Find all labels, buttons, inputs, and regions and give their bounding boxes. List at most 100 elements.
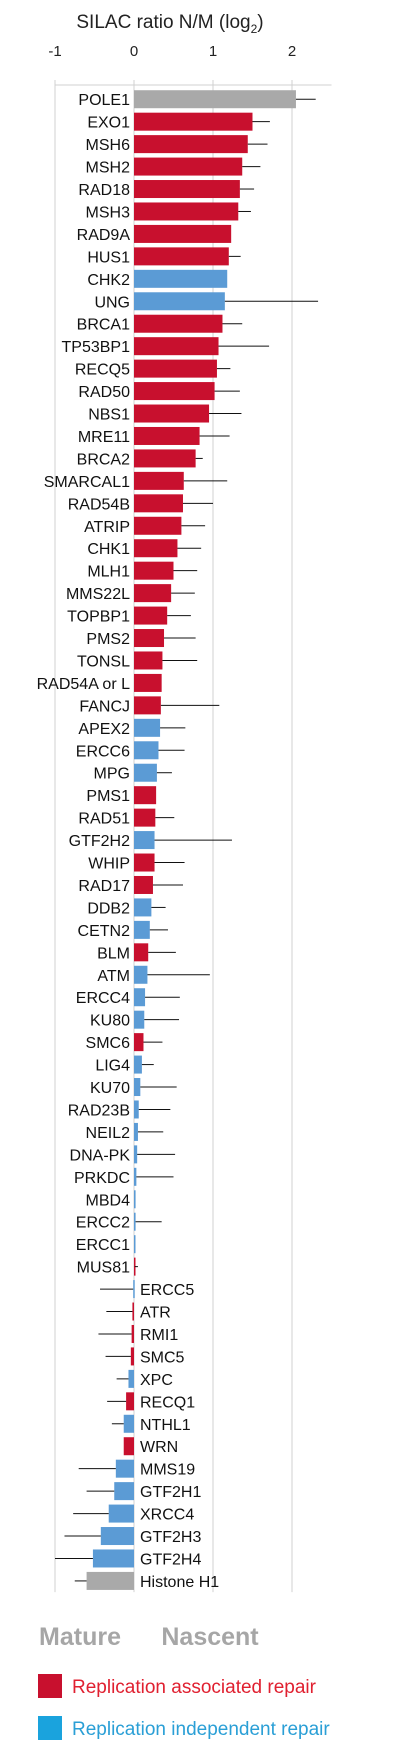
category-label: MPG [94,766,130,783]
error-bars [55,98,319,1582]
category-label: XRCC4 [140,1507,194,1524]
legend-label: Replication associated repair [72,1677,317,1698]
bar [134,337,219,356]
bar [134,561,174,580]
bar [134,314,223,333]
bar [134,404,210,423]
chart-title-subscript: 2 [251,22,258,36]
bar [134,539,178,558]
category-label: KU80 [90,1013,130,1030]
category-label: LIG4 [95,1058,130,1075]
category-label: BLM [97,945,130,962]
category-label: CHK1 [87,541,130,558]
category-label: ERCC6 [76,743,130,760]
category-label: WRN [140,1439,178,1456]
legend-swatch [38,1674,62,1698]
category-label: NBS1 [88,407,130,424]
bar [115,1459,134,1478]
bar [114,1482,134,1501]
category-label: FANCJ [79,698,130,715]
bar [134,898,152,917]
category-label: SMC5 [140,1349,185,1366]
bar [134,247,229,266]
chart-title-suffix: ) [257,12,263,33]
bar [134,1078,141,1097]
axis-label-nascent: Nascent [161,1623,259,1651]
category-label: UNG [94,294,130,311]
category-label: PMS1 [86,788,130,805]
category-label: MMS22L [66,586,130,603]
category-label: RAD54A or L [37,676,130,693]
bar [134,90,296,109]
bar [134,1235,136,1254]
bar [134,606,168,625]
chart-title: SILAC ratio N/M (log2) [76,12,263,36]
bar [134,988,146,1007]
category-label: TOPBP1 [67,609,130,626]
bar [134,943,149,962]
bars [86,90,296,1590]
bar [108,1504,134,1523]
x-tick-label: -1 [48,43,61,60]
category-label: ERCC2 [76,1215,130,1232]
bar [134,1212,136,1231]
category-label: TONSL [77,653,130,670]
category-label: ERCC4 [76,990,130,1007]
bar [134,718,161,737]
bar [134,494,183,513]
bar [92,1549,134,1568]
bar [134,471,184,490]
bar [134,741,159,760]
category-label: CETN2 [78,923,131,940]
bar [134,157,243,176]
category-label: RAD9A [77,227,131,244]
legend: Replication associated repair Replication… [38,1674,330,1740]
bar [134,516,182,535]
bar [134,1167,137,1186]
category-label: TP53BP1 [62,339,131,356]
bar [134,629,165,648]
bar [134,673,162,692]
category-label: CHK2 [87,272,130,289]
category-label: BRCA2 [77,451,130,468]
bar [134,382,215,401]
category-label: BRCA1 [77,317,130,334]
bar [134,1145,138,1164]
category-label: DDB2 [87,900,130,917]
bar [128,1369,134,1388]
category-label: MSH2 [86,160,131,177]
bar [126,1392,134,1411]
category-label: MBD4 [86,1192,131,1209]
bar [134,180,240,199]
bar [134,359,217,378]
category-label: Histone H1 [140,1574,219,1591]
category-label: APEX2 [78,721,130,738]
category-label: ATR [140,1305,171,1322]
bar [134,831,155,850]
category-label: ATRIP [84,519,130,536]
category-label: RAD18 [78,182,130,199]
category-label: WHIP [88,856,130,873]
bar [134,1122,138,1141]
x-axis-ticks: -1 0 1 2 [48,43,296,60]
category-label: RMI1 [140,1327,178,1344]
legend-label: Replication independent repair [72,1719,330,1740]
bar [134,135,248,154]
category-label: SMARCAL1 [44,474,130,491]
bar [86,1571,134,1590]
bar [123,1437,134,1456]
category-label: MRE11 [78,429,130,446]
bar [134,696,161,715]
chart-title-main: SILAC ratio N/M (log [76,12,250,33]
category-label: RAD51 [78,811,130,828]
bar [134,1055,142,1074]
category-label: PMS2 [86,631,130,648]
category-label: MMS19 [140,1462,195,1479]
bar [132,1302,134,1321]
category-label: XPC [140,1372,173,1389]
bar [134,1257,136,1276]
category-label: GTF2H1 [140,1484,201,1501]
category-label: RAD50 [78,384,130,401]
bar [134,426,200,445]
